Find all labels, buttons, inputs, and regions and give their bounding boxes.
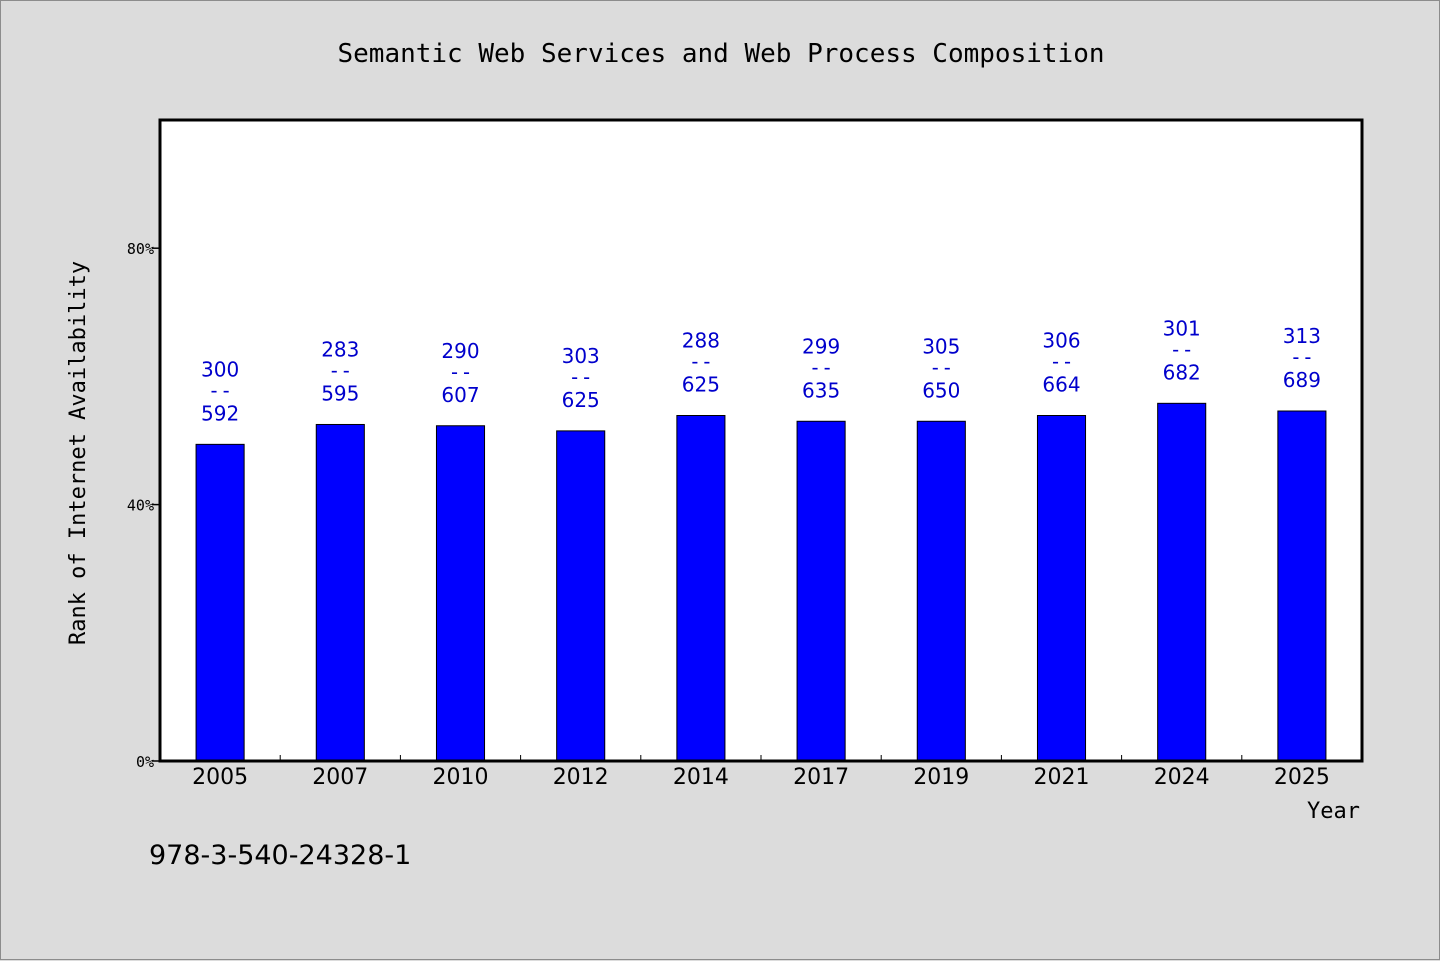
x-tick-label: 2005 <box>192 765 248 790</box>
bar-label-top: 303 <box>562 344 600 368</box>
x-tick-label: 2017 <box>793 765 849 790</box>
bar-label-separator: -- <box>929 355 953 379</box>
bar-label-top: 313 <box>1283 324 1321 348</box>
bar-label-separator: -- <box>689 350 713 374</box>
bar-2010 <box>435 425 486 762</box>
bar-label-separator: -- <box>1170 337 1194 361</box>
bar-label-top: 300 <box>201 357 239 381</box>
x-tick-label: 2024 <box>1154 765 1210 790</box>
bar-label-bottom: 689 <box>1283 368 1321 392</box>
x-tick-label: 2014 <box>673 765 729 790</box>
bar-label-top: 288 <box>682 329 720 353</box>
bar-label-bottom: 625 <box>682 373 720 397</box>
bar-label-bottom: 595 <box>321 381 359 405</box>
bar-label-top: 290 <box>441 339 479 363</box>
bar-2017 <box>796 420 846 762</box>
x-tick-label: 2012 <box>553 765 609 790</box>
bar-data-labels: 300--592283--595290--607303--625288--625… <box>201 316 1321 425</box>
y-tick-label: 0% <box>136 753 154 771</box>
bar-2012 <box>556 430 606 762</box>
bar-label-separator: -- <box>208 378 232 402</box>
bar-label-separator: -- <box>448 360 472 384</box>
x-axis-ticks: 2005 2007 2010 2012 2014 2017 2019 2021 2024 2025 <box>192 755 1330 790</box>
bar-label-bottom: 682 <box>1163 360 1201 384</box>
bar-2019 <box>916 420 966 762</box>
bar-2021 <box>1036 415 1087 762</box>
bar-label-bottom: 664 <box>1042 373 1080 397</box>
bar-label-separator: -- <box>809 355 833 379</box>
bar-label-bottom: 635 <box>802 378 840 402</box>
y-tick-label: 80% <box>127 240 154 258</box>
bar-label-top: 305 <box>922 334 960 358</box>
bar-label-separator: -- <box>569 365 593 389</box>
x-axis-label: Year <box>1307 799 1360 824</box>
bar-label-top: 299 <box>802 334 840 358</box>
y-tick-label: 40% <box>127 497 154 515</box>
bar-series <box>195 402 1327 762</box>
chart-title: Semantic Web Services and Web Process Co… <box>337 39 1104 69</box>
x-tick-label: 2010 <box>433 765 489 790</box>
bar-label-bottom: 625 <box>562 388 600 412</box>
bar-2014 <box>676 415 726 762</box>
x-tick-label: 2021 <box>1034 765 1090 790</box>
bar-label-top: 301 <box>1163 316 1201 340</box>
bar-label-separator: -- <box>1049 350 1073 374</box>
bar-2024 <box>1157 402 1207 762</box>
bar-label-separator: -- <box>1290 345 1314 369</box>
plot-border <box>158 118 1364 763</box>
x-tick-label: 2007 <box>312 765 368 790</box>
footnote-isbn: 978-3-540-24328-1 <box>149 840 411 871</box>
bar-label-bottom: 650 <box>922 378 960 402</box>
bar-label-bottom: 592 <box>201 401 239 425</box>
bar-2007 <box>315 423 365 762</box>
bar-2025 <box>1277 410 1327 762</box>
bar-2005 <box>195 443 245 762</box>
bar-label-bottom: 607 <box>441 383 479 407</box>
x-tick-label: 2019 <box>913 765 969 790</box>
bar-label-top: 283 <box>321 337 359 361</box>
bar-label-separator: -- <box>328 358 352 382</box>
y-axis-ticks: 0% 40% 80% <box>127 240 160 771</box>
y-axis-label: Rank of Internet Availability <box>66 261 91 645</box>
x-tick-label: 2025 <box>1274 765 1330 790</box>
bar-label-top: 306 <box>1042 329 1080 353</box>
